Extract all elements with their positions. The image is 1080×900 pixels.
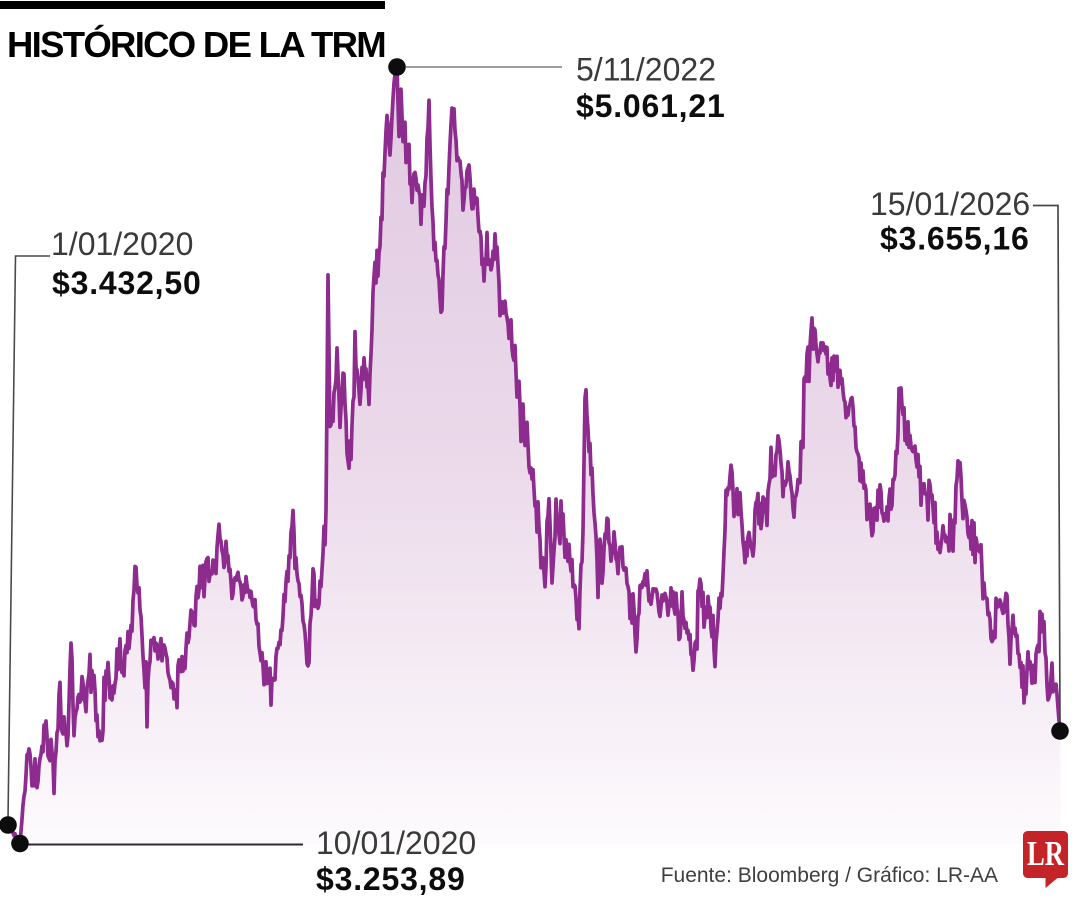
svg-text:Fuente: Bloomberg / Gráfico: L: Fuente: Bloomberg / Gráfico: LR-AA [661,864,998,887]
svg-text:$3.253,89: $3.253,89 [316,861,466,897]
svg-text:$5.061,21: $5.061,21 [576,88,726,124]
svg-text:1/01/2020: 1/01/2020 [51,226,193,262]
svg-text:5/11/2022: 5/11/2022 [576,52,716,88]
svg-text:15/01/2026: 15/01/2026 [870,186,1030,222]
svg-text:HISTÓRICO DE LA TRM: HISTÓRICO DE LA TRM [7,23,385,65]
svg-text:10/01/2020: 10/01/2020 [316,825,476,861]
svg-text:$3.432,50: $3.432,50 [52,265,202,301]
svg-text:LR: LR [1027,834,1065,873]
svg-text:$3.655,16: $3.655,16 [880,221,1030,257]
